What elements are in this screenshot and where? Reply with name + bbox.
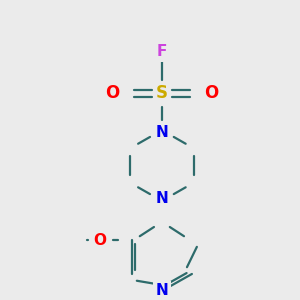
Text: O: O xyxy=(204,84,219,102)
Text: N: N xyxy=(155,191,168,206)
Text: F: F xyxy=(157,44,167,59)
Text: O: O xyxy=(105,84,119,102)
Text: O: O xyxy=(94,232,107,247)
Text: N: N xyxy=(155,124,168,140)
Text: S: S xyxy=(156,84,168,102)
Text: N: N xyxy=(155,284,168,298)
